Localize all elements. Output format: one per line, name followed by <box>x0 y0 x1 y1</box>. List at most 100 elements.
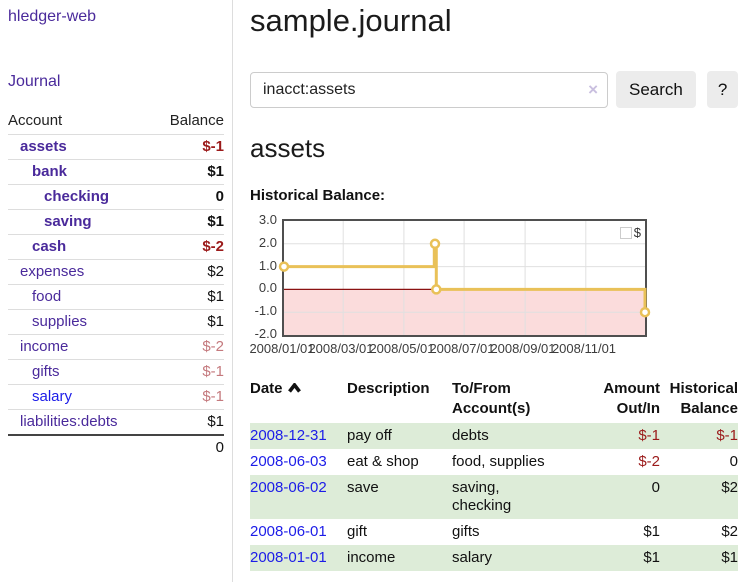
app-title-link[interactable]: hledger-web <box>8 8 97 25</box>
transaction-description: income <box>347 545 452 571</box>
x-tick-label: 2008/09/01 <box>490 341 556 356</box>
account-link-cash[interactable]: cash <box>32 238 67 255</box>
transaction-accounts: gifts <box>452 523 480 540</box>
account-link-gifts[interactable]: gifts <box>32 363 60 380</box>
y-tick-label: 3.0 <box>258 212 277 227</box>
y-tick-label: 1.0 <box>258 257 277 273</box>
account-link-saving[interactable]: saving <box>44 213 92 230</box>
y-tick-label: 0.0 <box>258 280 277 296</box>
account-balance: $1 <box>152 309 224 335</box>
account-balance: $-2 <box>152 334 224 360</box>
account-balance: $-1 <box>152 359 224 385</box>
x-tick-label: 2008/07/01 <box>429 341 495 356</box>
historical-balance-chart: 3.0 2.0 1.0 0.0 -1.0 -2.0 <box>249 212 738 357</box>
sort-ascending-icon <box>287 379 301 399</box>
transaction-accounts: debts <box>452 423 588 449</box>
account-link-salary[interactable]: salary <box>32 388 73 405</box>
main-content: sample.journal × Search ? assets Histori… <box>233 0 742 582</box>
account-link-food[interactable]: food <box>32 288 62 305</box>
transaction-row: 2008-01-01 income salary $1 $1 <box>250 545 738 571</box>
x-tick-label: 2008/05/01 <box>369 341 435 356</box>
transaction-row: 2008-06-01 gift gifts $1 $2 <box>250 519 738 545</box>
transaction-description: gift <box>347 523 368 540</box>
transaction-balance: 0 <box>729 453 738 470</box>
transaction-balance: $2 <box>660 475 738 519</box>
account-balance: $1 <box>152 159 224 185</box>
transaction-balance: $2 <box>721 523 738 540</box>
account-balance: $1 <box>152 409 224 435</box>
chart-title: Historical Balance: <box>250 187 386 204</box>
chart-canvas <box>278 221 651 335</box>
account-link-liabilities-debts[interactable]: liabilities:debts <box>20 413 118 430</box>
transaction-description: eat & shop <box>347 453 419 470</box>
account-row: salary $-1 <box>8 384 224 410</box>
account-balance: $1 <box>152 209 224 235</box>
account-heading: assets <box>250 133 326 163</box>
account-row: cash $-2 <box>8 234 224 260</box>
transaction-date-link[interactable]: 2008-06-01 <box>250 523 327 540</box>
register-header-tofrom: To/From Account(s) <box>452 380 531 417</box>
transaction-accounts: saving, checking <box>452 475 588 519</box>
account-link-checking[interactable]: checking <box>44 188 110 205</box>
register-header-amount: Amount Out/In <box>603 380 660 417</box>
sidebar: hledger-web Journal Account Balance asse… <box>0 0 233 582</box>
y-tick-label: -2.0 <box>254 326 277 341</box>
legend-swatch <box>619 226 632 239</box>
account-link-expenses[interactable]: expenses <box>20 263 85 280</box>
transaction-balance: $1 <box>660 545 738 571</box>
register-header-description: Description <box>347 380 430 397</box>
x-tick-label: 2008/03/01 <box>308 341 374 356</box>
account-row: checking 0 <box>8 184 224 210</box>
transaction-amount: $1 <box>643 523 660 540</box>
transaction-amount: $1 <box>588 545 660 571</box>
account-row: gifts $-1 <box>8 359 224 385</box>
account-row: food $1 <box>8 284 224 310</box>
help-button[interactable]: ? <box>706 71 739 108</box>
register-header-date[interactable]: Date <box>250 377 347 423</box>
transaction-date-link[interactable]: 2008-06-02 <box>250 479 327 496</box>
account-row: supplies $1 <box>8 309 224 335</box>
account-row: income $-2 <box>8 334 224 360</box>
accounts-header-account: Account <box>8 112 63 129</box>
clear-search-icon[interactable]: × <box>588 79 598 99</box>
account-balance: $1 <box>152 284 224 310</box>
account-row: saving $1 <box>8 209 224 235</box>
account-link-income[interactable]: income <box>20 338 69 355</box>
chart-legend: $ <box>619 225 641 240</box>
plot-area: $ <box>278 219 651 337</box>
sidebar-item-journal[interactable]: Journal <box>8 73 61 90</box>
register-table: Date Description To/From Account(s) Amou… <box>250 377 738 571</box>
search-button[interactable]: Search <box>616 71 696 108</box>
transaction-amount: 0 <box>588 475 660 519</box>
account-link-bank[interactable]: bank <box>32 163 68 180</box>
x-tick-label: 2008/11/01 <box>551 341 617 356</box>
account-link-supplies[interactable]: supplies <box>32 313 88 330</box>
y-tick-label: -1.0 <box>254 303 277 319</box>
transaction-balance: $-1 <box>660 423 738 449</box>
transaction-amount: $-1 <box>588 423 660 449</box>
account-row: bank $1 <box>8 159 224 185</box>
transaction-row: 2008-06-03 eat & shop food, supplies $-2… <box>250 449 738 475</box>
account-link-assets[interactable]: assets <box>20 138 67 155</box>
accounts-total-balance: 0 <box>152 434 224 460</box>
account-balance: $-1 <box>152 384 224 410</box>
data-point-markers <box>278 238 651 318</box>
y-tick-label: 2.0 <box>258 234 277 250</box>
transaction-accounts: food, supplies <box>452 453 545 470</box>
legend-label: $ <box>633 225 641 240</box>
search-input[interactable] <box>250 71 608 108</box>
account-balance: $2 <box>152 259 224 285</box>
transaction-description: pay off <box>347 423 452 449</box>
transaction-date-link[interactable]: 2008-06-03 <box>250 453 327 470</box>
accounts-total-row: 0 <box>8 434 224 460</box>
transaction-date-link[interactable]: 2008-12-31 <box>250 427 327 444</box>
account-balance: $-2 <box>152 234 224 260</box>
transaction-date-link[interactable]: 2008-01-01 <box>250 549 327 566</box>
register-header-balance: Historical Balance <box>669 380 738 417</box>
account-balance: 0 <box>152 184 224 210</box>
transaction-accounts: salary <box>452 545 588 571</box>
account-row: assets $-1 <box>8 134 224 160</box>
transaction-description: save <box>347 475 452 519</box>
page-title: sample.journal <box>250 3 452 38</box>
